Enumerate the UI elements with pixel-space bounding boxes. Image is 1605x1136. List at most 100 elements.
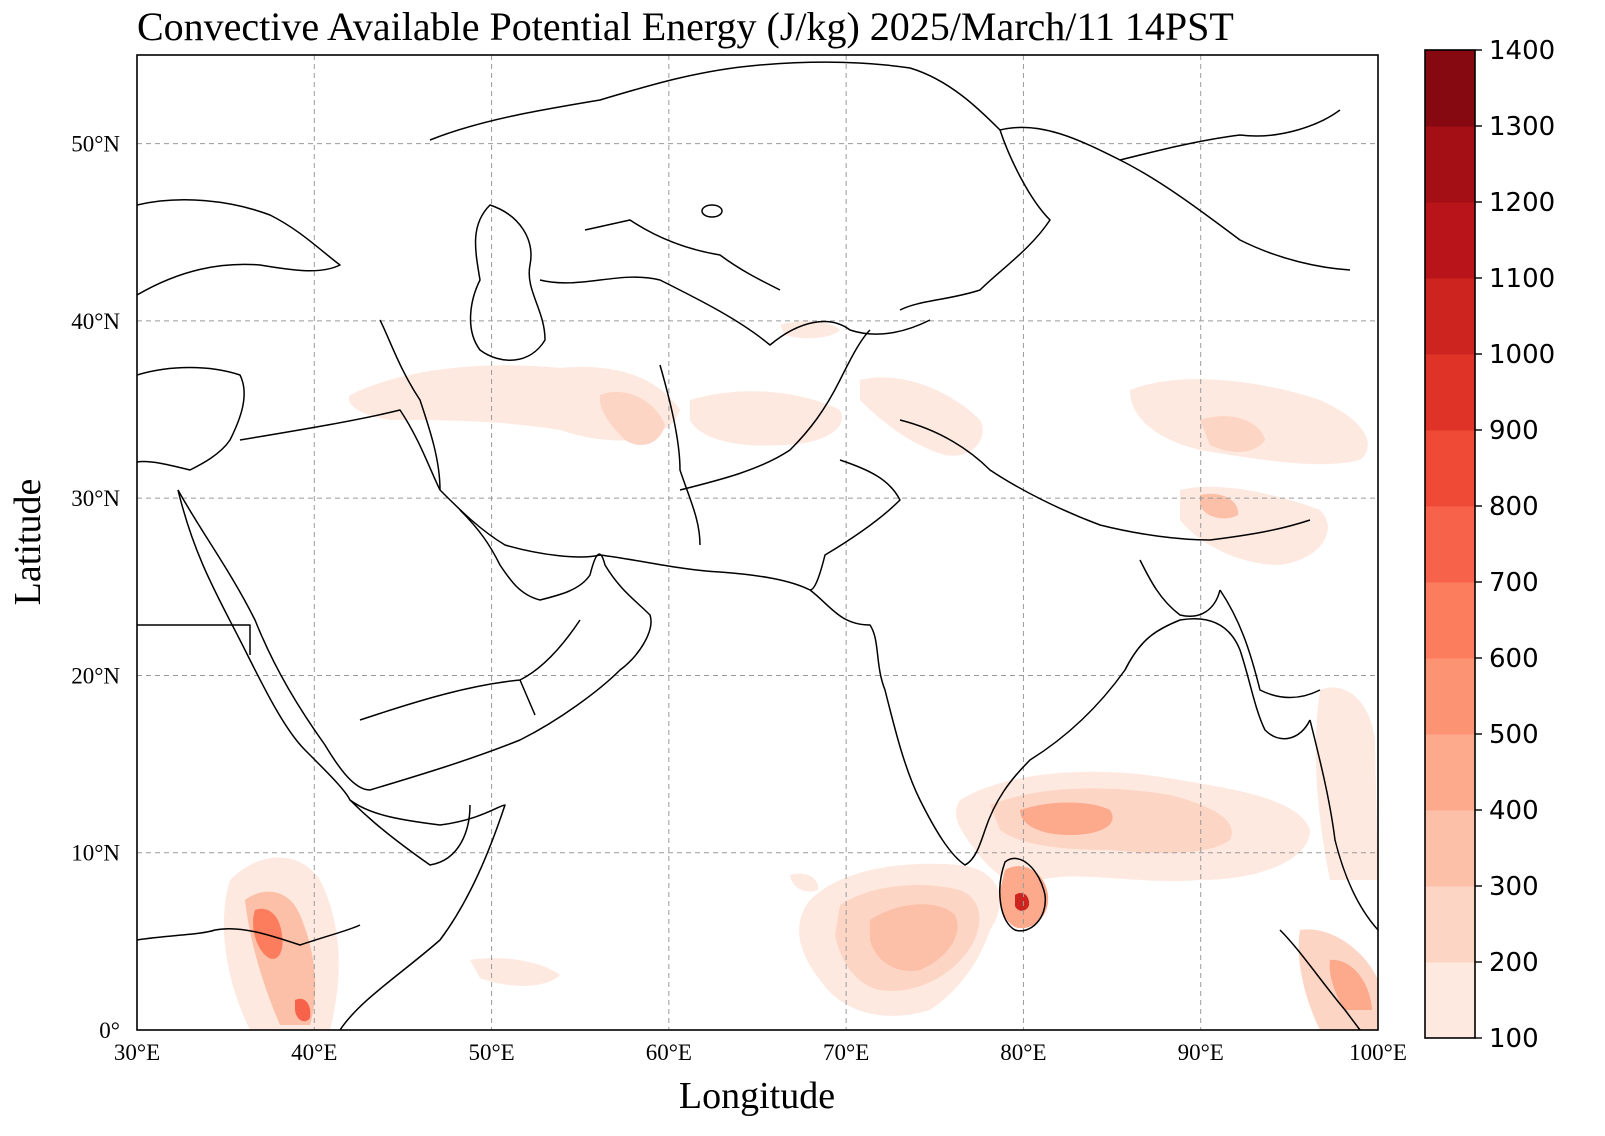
map-area <box>137 55 1378 1030</box>
cape-region-malay-core <box>1329 959 1372 1010</box>
x-tick-label: 80°E <box>1000 1040 1046 1065</box>
border-myanmar <box>1219 589 1321 699</box>
border-afghanistan-pakistan <box>679 329 871 491</box>
y-tick-labels: 0° 10°N 20°N 30°N 40°N 50°N <box>71 132 120 1043</box>
y-tick-label: 0° <box>99 1018 120 1043</box>
x-tick-label: 60°E <box>646 1040 692 1065</box>
coastlines <box>137 199 1378 1030</box>
x-tick-label: 50°E <box>468 1040 514 1065</box>
cape-region-tibet-core <box>1200 416 1265 452</box>
colorbar-tick-label: 500 <box>1489 720 1539 750</box>
colorbar-swatch <box>1425 810 1475 887</box>
arabia-south-coast <box>369 509 652 791</box>
colorbar-swatch <box>1425 962 1475 1039</box>
colorbar-frame <box>1424 49 1476 1039</box>
horn-of-africa <box>349 799 471 866</box>
border-pakistan-india <box>809 459 901 591</box>
border-iran-afghanistan <box>659 364 701 546</box>
cape-region-central-asia <box>780 320 840 339</box>
border-central-asia-south <box>539 276 931 346</box>
colorbar-tick-label: 300 <box>1489 872 1539 902</box>
aral-sea <box>701 204 723 218</box>
cape-region-myanmar <box>1315 687 1378 880</box>
colorbar-tick-label: 200 <box>1489 948 1539 978</box>
cape-region-iran <box>349 365 680 441</box>
arabia-west-coast <box>177 489 371 791</box>
colorbar-tick-label: 400 <box>1489 796 1539 826</box>
sumatra-coast <box>1279 929 1361 1030</box>
colorbar-tick-label: 800 <box>1489 492 1539 522</box>
border-east-africa <box>137 924 361 946</box>
x-tick-labels: 30°E 40°E 50°E 60°E 70°E 80°E 90°E 100°E <box>114 1040 1407 1065</box>
mediterranean-coast <box>137 366 245 471</box>
myanmar-coast <box>1309 719 1378 931</box>
cape-region-bay-of-bengal-core <box>1020 802 1113 835</box>
colorbar-tick-label: 700 <box>1489 568 1539 598</box>
caspian-sea <box>469 204 546 361</box>
x-tick-label: 30°E <box>114 1040 160 1065</box>
india-west-coast <box>809 589 986 866</box>
y-axis-label: Latitude <box>7 479 49 606</box>
india-east-coast <box>984 618 1311 831</box>
border-oman <box>519 679 536 716</box>
africa-red-sea-coast <box>177 489 506 1030</box>
colorbar-swatch <box>1425 582 1475 659</box>
cape-region-ne-india-core <box>1200 493 1239 519</box>
y-tick-label: 30°N <box>71 486 120 511</box>
colorbar-tick-label: 900 <box>1489 416 1539 446</box>
border-arabia-interior <box>239 409 441 491</box>
sri-lanka-coast <box>999 857 1046 932</box>
cape-region-arabian-sea-west <box>470 958 560 986</box>
map-frame <box>136 54 1379 1031</box>
colorbar-tick-label: 1300 <box>1489 112 1555 142</box>
x-tick-label: 40°E <box>291 1040 337 1065</box>
colorbar-swatch <box>1425 126 1475 203</box>
colorbar-swatch <box>1425 430 1475 507</box>
cape-region-iran-core <box>599 391 665 445</box>
border-uzbekistan <box>584 219 781 291</box>
map-background <box>137 55 1378 1030</box>
colorbar-swatch <box>1425 50 1475 127</box>
y-tick-label: 10°N <box>71 841 120 866</box>
cape-region-sri-lanka-core <box>1015 893 1030 911</box>
colorbar-tick-label: 100 <box>1489 1024 1539 1054</box>
cape-region-east-africa-core <box>253 908 283 959</box>
border-kazakhstan-north <box>429 61 1341 161</box>
chart-title: Convective Available Potential Energy (J… <box>137 4 1234 49</box>
colorbar-swatch <box>1425 734 1475 811</box>
border-africa-west <box>137 624 251 655</box>
colorbar-tick-label: 1400 <box>1489 36 1555 66</box>
border-india-china-nepal <box>899 419 1311 541</box>
colorbar: 100 200 300 400 500 600 700 800 900 1000 1100 1200 1… <box>1424 36 1555 1054</box>
x-tick-label: 90°E <box>1178 1040 1224 1065</box>
border-kazakhstan-china <box>899 129 1051 311</box>
cape-region-kenya-core <box>295 998 311 1022</box>
country-borders <box>137 61 1351 946</box>
y-tick-label: 20°N <box>71 663 120 688</box>
colorbar-tick-label: 1000 <box>1489 340 1555 370</box>
cape-region-maldives <box>790 873 819 892</box>
y-tick-label: 50°N <box>71 132 120 157</box>
border-mongolia-china <box>1119 159 1351 271</box>
border-saudi-yemen <box>359 619 581 721</box>
colorbar-tick-label: 1100 <box>1489 264 1555 294</box>
colorbar-swatch <box>1425 658 1475 735</box>
border-iran-iraq <box>379 319 441 491</box>
x-tick-label: 70°E <box>823 1040 869 1065</box>
colorbar-swatch <box>1425 278 1475 355</box>
colorbar-swatch <box>1425 886 1475 963</box>
iran-gulf-coast <box>439 489 811 591</box>
x-axis-label: Longitude <box>679 1075 835 1117</box>
colorbar-tick-label: 600 <box>1489 644 1539 674</box>
cape-field <box>223 320 1378 1030</box>
cape-region-arabian-sea-core <box>870 904 958 971</box>
colorbar-swatch <box>1425 354 1475 431</box>
colorbar-swatch <box>1425 202 1475 279</box>
colorbar-swatch <box>1425 506 1475 583</box>
black-sea-coast <box>137 199 341 296</box>
x-tick-label: 100°E <box>1349 1040 1407 1065</box>
colorbar-tick-label: 1200 <box>1489 188 1555 218</box>
border-bangladesh <box>1139 559 1221 617</box>
cape-region-afghanistan <box>690 391 842 446</box>
